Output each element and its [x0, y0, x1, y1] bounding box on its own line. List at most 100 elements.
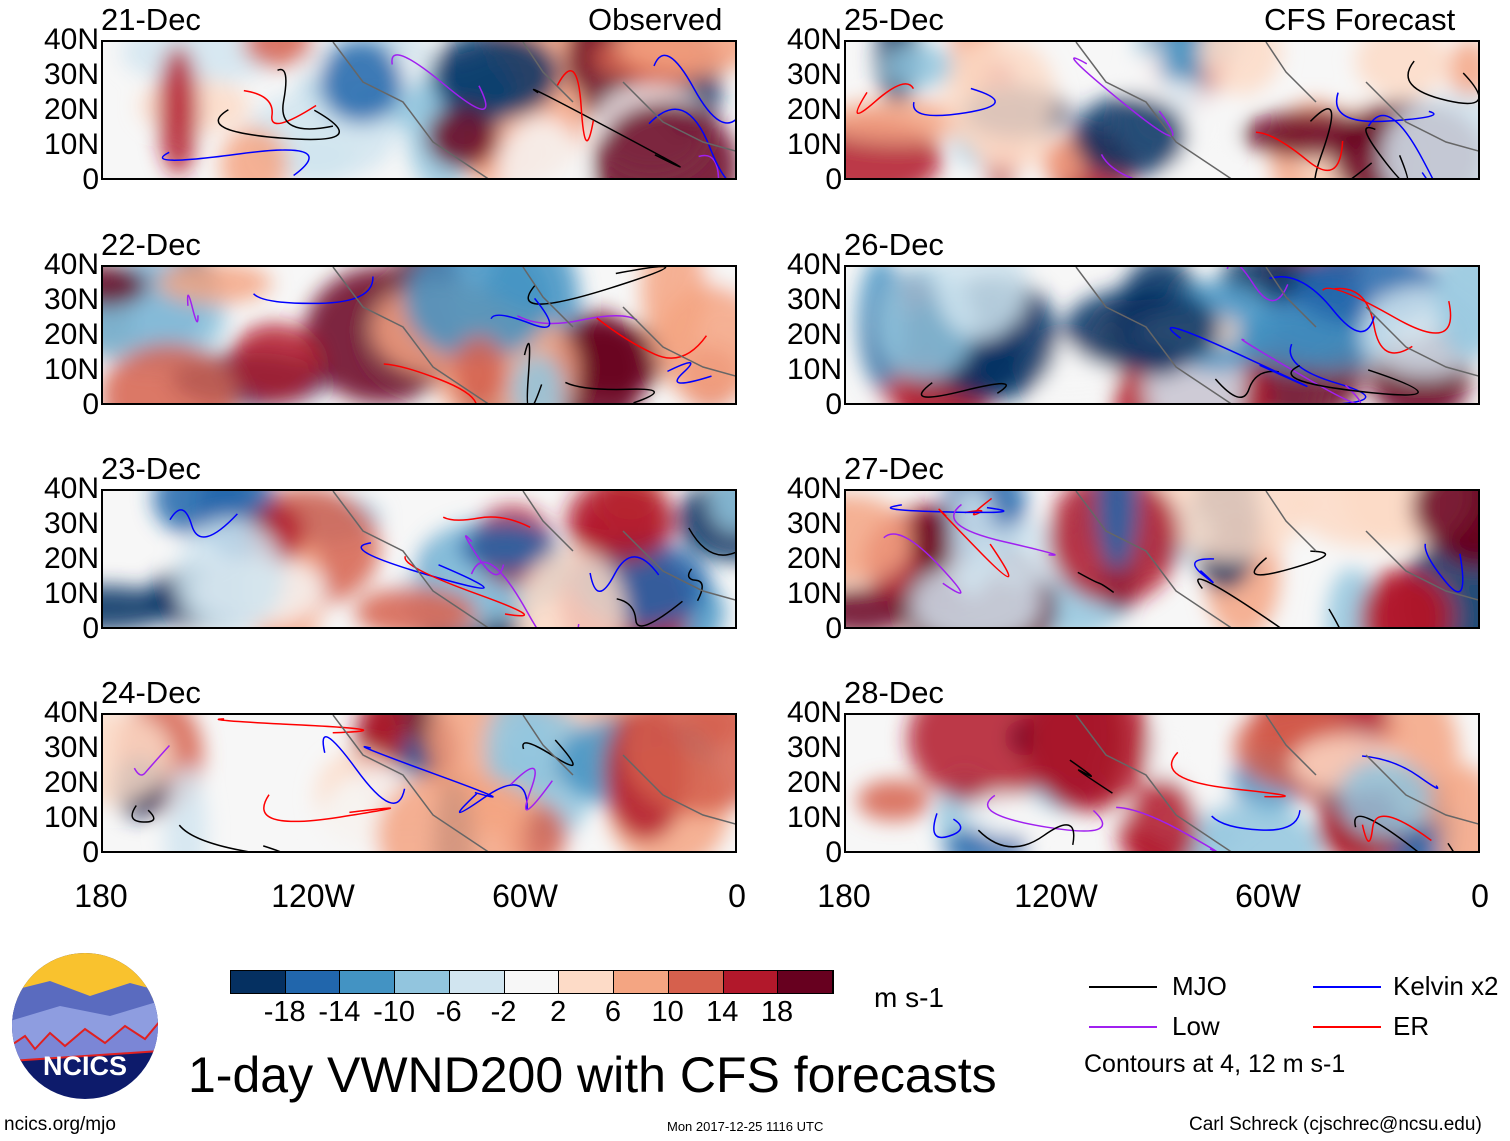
- wave-contour: [1362, 755, 1439, 789]
- coastline: [1075, 42, 1478, 178]
- wave-contour: [464, 535, 505, 576]
- wind-anomaly-blob: [655, 284, 735, 403]
- wave-contour: [1354, 815, 1454, 851]
- wave-contour: [1367, 114, 1434, 178]
- wind-anomaly-blob: [1355, 42, 1450, 99]
- wave-contour: [510, 767, 553, 811]
- lat-tick-label: 10N: [43, 353, 99, 386]
- lat-tick-label: 30N: [43, 58, 99, 91]
- wind-anomaly-blob: [458, 522, 554, 573]
- colorbar-label: 6: [604, 996, 621, 1028]
- wind-anomaly-blob: [426, 105, 499, 169]
- wave-contour: [133, 745, 170, 776]
- wave-contour: [517, 314, 638, 325]
- colorbar-label: 2: [550, 996, 567, 1028]
- lat-tick-label: 20N: [786, 93, 842, 126]
- wave-contour: [1253, 550, 1327, 576]
- wave-contour: [653, 54, 735, 124]
- wave-contour: [616, 598, 683, 627]
- legend-mjo-line: [1089, 986, 1157, 988]
- wave-contour: [933, 813, 962, 839]
- colorbar: [230, 970, 834, 994]
- colorbar-label: -6: [435, 996, 462, 1028]
- lat-tick-label: 30N: [43, 731, 99, 764]
- panel-date-label: 22-Dec: [101, 227, 201, 262]
- wind-anomaly-blob: [103, 267, 148, 307]
- lat-tick-label: 10N: [786, 128, 842, 161]
- map-panel: [101, 713, 737, 853]
- wind-anomaly-blob: [497, 118, 585, 178]
- lat-tick-label: 10N: [43, 128, 99, 161]
- wave-contour: [523, 342, 543, 403]
- wave-contour: [1424, 543, 1464, 593]
- wave-contour: [987, 794, 1104, 832]
- wave-contour: [920, 382, 1007, 398]
- wave-contour: [1289, 343, 1367, 403]
- wave-contour: [458, 784, 528, 814]
- colorbar-swatch: [285, 971, 341, 993]
- wave-contour: [217, 718, 365, 734]
- wave-contour: [527, 267, 667, 305]
- wave-contour: [977, 824, 1075, 848]
- lat-tick-label: 20N: [43, 318, 99, 351]
- wave-contour: [1309, 108, 1373, 178]
- wave-contour: [162, 149, 310, 177]
- wave-contour: [1336, 92, 1435, 123]
- panel-date-label: 26-Dec: [844, 227, 944, 262]
- wave-contour: [596, 317, 708, 359]
- wave-contour: [648, 108, 727, 178]
- lat-tick-label: 10N: [786, 577, 842, 610]
- lat-tick-label: 0: [825, 836, 842, 869]
- wind-anomaly-blob: [403, 267, 552, 361]
- wind-anomaly-blob: [156, 267, 272, 305]
- lat-tick-label: 40N: [43, 472, 99, 505]
- wave-contour: [1100, 154, 1220, 178]
- panel-date-label: 23-Dec: [101, 451, 201, 486]
- wind-anomaly-blob: [621, 715, 735, 815]
- colorbar-swatch: [449, 971, 505, 993]
- legend-mjo: MJO: [1172, 971, 1227, 1001]
- wind-anomaly-blob: [1155, 491, 1308, 562]
- wind-anomaly-blob: [243, 42, 314, 68]
- wind-anomaly-blob: [1026, 715, 1152, 812]
- wave-contour: [687, 568, 703, 602]
- wind-anomaly-blob: [164, 765, 207, 851]
- coastline: [332, 267, 735, 403]
- map-panel: [844, 713, 1480, 853]
- colorbar-label: -18: [263, 996, 306, 1028]
- lat-tick-label: 0: [82, 388, 99, 421]
- wave-contour: [1073, 57, 1174, 137]
- wind-anomaly-blob: [910, 506, 953, 567]
- wave-contour: [1214, 370, 1279, 399]
- legend-er-line: [1313, 1026, 1381, 1028]
- wave-contour: [169, 509, 238, 538]
- lat-tick-label: 30N: [786, 731, 842, 764]
- colorbar-swatch: [231, 971, 286, 993]
- wave-contour: [178, 824, 281, 851]
- lat-tick-label: 40N: [786, 248, 842, 281]
- wind-anomaly-blob: [1381, 93, 1478, 178]
- wind-anomaly-blob: [1198, 42, 1282, 96]
- wave-contour: [953, 503, 1056, 556]
- wave-contour: [442, 516, 531, 528]
- panel-date-label: 27-Dec: [844, 451, 944, 486]
- wind-anomaly-blob: [1128, 777, 1198, 851]
- lat-tick-label: 0: [82, 163, 99, 196]
- wind-anomaly-blob: [846, 494, 912, 583]
- observed-header: Observed: [588, 2, 723, 37]
- wind-anomaly-blob: [175, 518, 285, 627]
- wave-contour: [322, 736, 406, 804]
- wind-anomaly-blob: [1449, 42, 1478, 102]
- wave-contour: [1197, 578, 1340, 627]
- wave-contour: [1241, 338, 1362, 403]
- footer-url[interactable]: ncics.org/mjo: [4, 1114, 116, 1135]
- wind-anomaly-blob: [158, 44, 199, 177]
- wind-anomaly-blob: [1241, 110, 1382, 158]
- wave-contour: [1116, 806, 1218, 851]
- wave-contour: [565, 381, 655, 403]
- legend-kelvin: Kelvin x2: [1393, 971, 1499, 1001]
- wave-contour: [688, 527, 735, 556]
- lat-tick-label: 40N: [786, 472, 842, 505]
- wave-contour: [1226, 267, 1289, 302]
